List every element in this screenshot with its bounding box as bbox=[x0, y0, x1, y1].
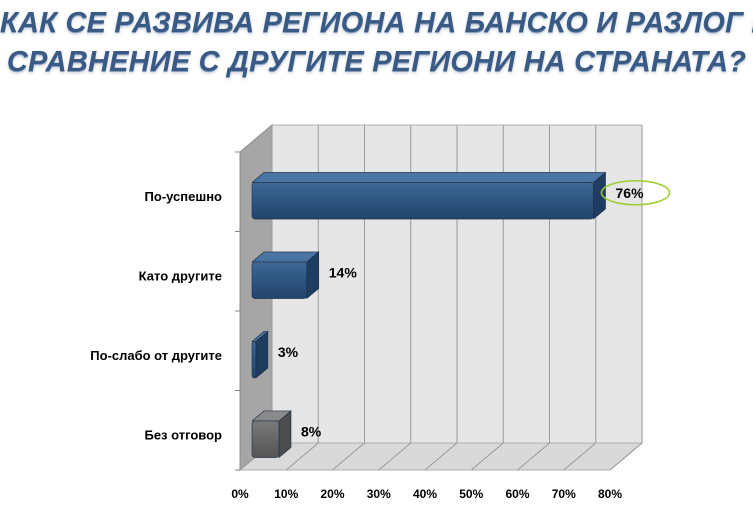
x-tick-label: 70% bbox=[552, 487, 576, 501]
category-label: По-успешно bbox=[145, 189, 223, 204]
gridline-floor bbox=[609, 442, 643, 471]
bar-1 bbox=[251, 171, 607, 220]
gridline-floor bbox=[517, 442, 550, 471]
gridline-floor bbox=[285, 442, 319, 471]
value-label: 14% bbox=[329, 264, 358, 280]
category-label: Без отговор bbox=[144, 427, 222, 442]
bar-face bbox=[251, 182, 594, 220]
bar-4 bbox=[251, 410, 292, 459]
x-tick-label: 50% bbox=[459, 487, 483, 501]
x-tick-label: 10% bbox=[274, 487, 298, 501]
chart-title: КАК СЕ РАЗВИВА РЕГИОНА НА БАНСКО И РАЗЛО… bbox=[0, 4, 753, 82]
gridline-floor bbox=[470, 442, 504, 471]
gridline-floor bbox=[332, 442, 365, 471]
gridline-floor bbox=[424, 442, 458, 471]
bar-face bbox=[251, 261, 308, 299]
gridline-floor bbox=[563, 442, 597, 471]
x-tick-label: 30% bbox=[367, 487, 391, 501]
value-label: 3% bbox=[278, 344, 299, 360]
x-tick-label: 0% bbox=[231, 487, 249, 501]
chart-title-line-1: КАК СЕ РАЗВИВА РЕГИОНА НА БАНСКО И РАЗЛО… bbox=[0, 7, 753, 39]
x-tick-label: 80% bbox=[598, 487, 622, 501]
highlight-ellipse bbox=[600, 180, 671, 206]
value-label: 76% bbox=[616, 185, 645, 201]
bar-face bbox=[251, 420, 280, 458]
value-label: 8% bbox=[301, 423, 322, 439]
category-label: Като другите bbox=[139, 268, 222, 283]
x-tick-label: 20% bbox=[320, 487, 344, 501]
bars bbox=[251, 171, 607, 459]
bar-2 bbox=[251, 251, 320, 300]
category-label: По-слабо от другите bbox=[90, 348, 222, 363]
labels: 0% 10% 20% 30% 40% 50% 60% 70% 80% По-успешно 76% К… bbox=[90, 180, 671, 501]
chart-title-line-2: СРАВНЕНИЕ С ДРУГИТЕ РЕГИОНИ НА СТРАНАТА? bbox=[6, 46, 747, 78]
gridline-floor bbox=[378, 442, 412, 471]
x-tick-label: 60% bbox=[505, 487, 529, 501]
bar-top bbox=[251, 172, 607, 183]
x-tick-label: 40% bbox=[413, 487, 437, 501]
bar-3 bbox=[251, 330, 269, 379]
bar-face bbox=[251, 341, 257, 379]
